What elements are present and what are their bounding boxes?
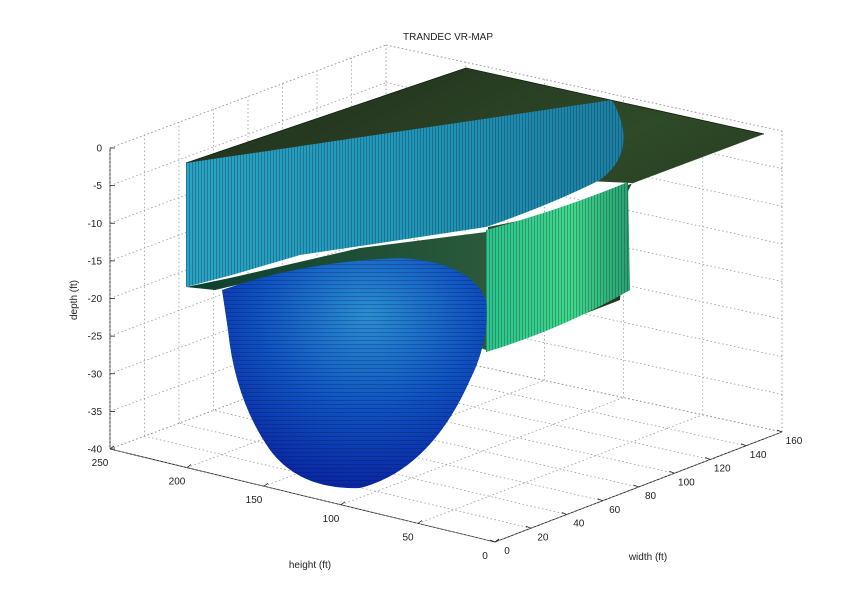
x-tick-label: 100 (678, 477, 695, 488)
y-tick-mark (186, 464, 192, 468)
chart-title: TRANDEC VR-MAP (403, 32, 493, 43)
y-axis-label: height (ft) (289, 560, 331, 571)
z-tick-label: -40 (88, 445, 103, 456)
y-axis-ticks: 0 50 100 150 200 250 (92, 445, 500, 562)
x-tick-label: 20 (537, 532, 549, 543)
x-tick-mark (597, 498, 603, 502)
y-tick-mark (109, 445, 115, 450)
z-tick-label: -15 (88, 256, 103, 267)
z-tick-label: -20 (88, 294, 103, 305)
z-tick-label: -10 (88, 219, 103, 230)
y-tick-label: 50 (402, 532, 414, 543)
y-tick-mark (263, 482, 269, 487)
x-tick-label: 0 (504, 546, 510, 557)
grid-line-x (282, 384, 675, 474)
y-tick-mark (340, 501, 346, 506)
grid-line-z (109, 82, 387, 186)
x-tick-mark (561, 512, 567, 515)
grid-line-x (316, 371, 711, 460)
x-tick-mark (525, 525, 532, 529)
z-tick-label: -30 (88, 369, 103, 380)
z-tick-label: -5 (93, 181, 102, 192)
x-tick-mark (776, 429, 783, 433)
z-tick-label: -25 (88, 332, 103, 343)
grid-line-z (109, 232, 387, 337)
x-tick-label: 40 (573, 519, 585, 530)
grid-line-x (247, 397, 639, 488)
x-tick-label: 60 (609, 505, 621, 516)
y-axis-line (109, 448, 496, 543)
y-tick-mark (417, 520, 423, 524)
z-axis-ticks: 0 -5 -10 -15 -20 -25 -30 -35 -40 (88, 144, 115, 456)
y-tick-label: 250 (92, 458, 109, 469)
x-tick-mark (489, 539, 496, 543)
y-tick-label: 100 (323, 514, 340, 525)
x-tick-label: 120 (714, 464, 731, 475)
z-tick-label: -35 (88, 407, 103, 418)
y-tick-label: 0 (482, 551, 488, 562)
x-tick-label: 160 (786, 436, 803, 447)
x-tick-mark (705, 457, 711, 460)
y-tick-label: 200 (169, 477, 186, 488)
x-tick-mark (669, 470, 675, 474)
z-tick-label: 0 (96, 144, 102, 155)
y-tick-mark (494, 538, 500, 543)
x-tick-mark (740, 443, 747, 447)
surface-plot (185, 67, 765, 489)
grid-line-y (494, 431, 783, 543)
z-axis-label: depth (ft) (69, 280, 80, 320)
x-tick-label: 140 (750, 450, 767, 461)
y-tick-label: 150 (246, 495, 263, 506)
x-axis-ticks: 0 20 40 60 80 100 120 140 160 (489, 429, 803, 557)
grid-line-z (109, 44, 387, 149)
x-axis-label: width (ft) (628, 552, 667, 563)
x-tick-mark (633, 484, 639, 488)
x-tick-label: 80 (645, 491, 657, 502)
